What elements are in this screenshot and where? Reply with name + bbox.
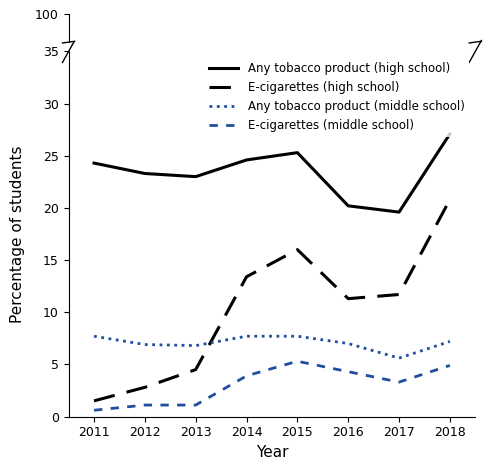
- Legend: Any tobacco product (high school), E-cigarettes (high school), Any tobacco produ: Any tobacco product (high school), E-cig…: [204, 58, 469, 137]
- Text: Percentage of students: Percentage of students: [10, 145, 25, 323]
- X-axis label: Year: Year: [256, 445, 288, 460]
